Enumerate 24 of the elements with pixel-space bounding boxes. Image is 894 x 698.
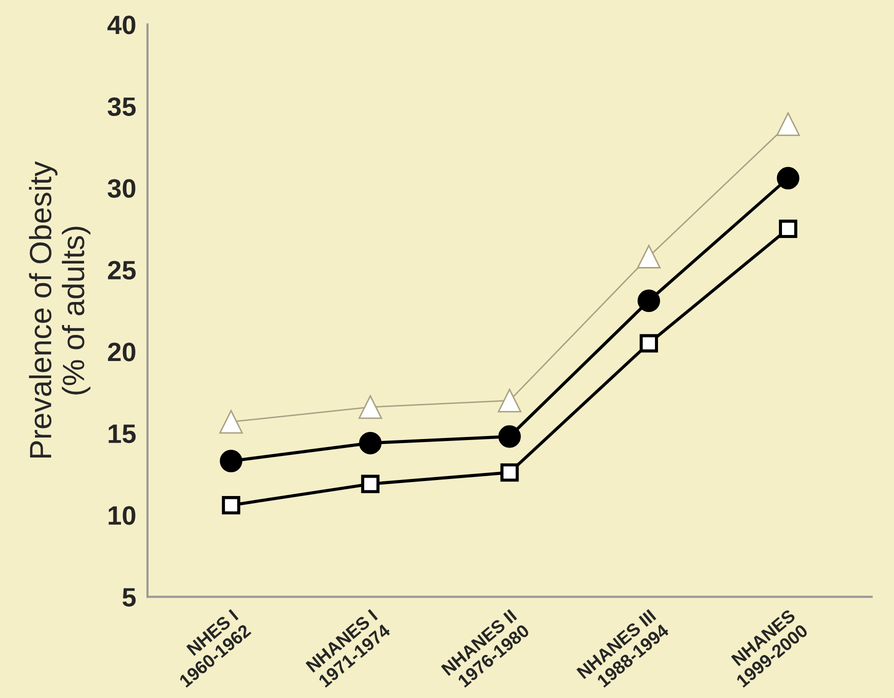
y-tick-label: 15	[108, 424, 136, 444]
y-axis-title: Prevalence of Obesity (% of adults)	[28, 161, 90, 458]
y-tick-label: 5	[122, 588, 136, 607]
point	[638, 290, 660, 312]
point	[778, 220, 798, 238]
point	[498, 425, 521, 448]
point	[359, 432, 382, 454]
point	[358, 395, 382, 419]
y-tick-label: 30	[108, 179, 136, 198]
point	[637, 244, 661, 268]
y-tick-label: 20	[108, 342, 136, 362]
point	[361, 474, 380, 494]
point	[220, 450, 242, 472]
y-tick-label: 10	[108, 506, 136, 525]
point	[776, 112, 800, 136]
point	[640, 334, 658, 352]
y-tick-label: 35	[108, 97, 136, 116]
point	[219, 410, 243, 434]
point	[776, 166, 800, 190]
point	[500, 463, 519, 482]
point	[498, 388, 522, 412]
y-tick-label: 25	[108, 260, 136, 280]
y-tick-label: 40	[107, 16, 136, 34]
point	[222, 496, 240, 514]
